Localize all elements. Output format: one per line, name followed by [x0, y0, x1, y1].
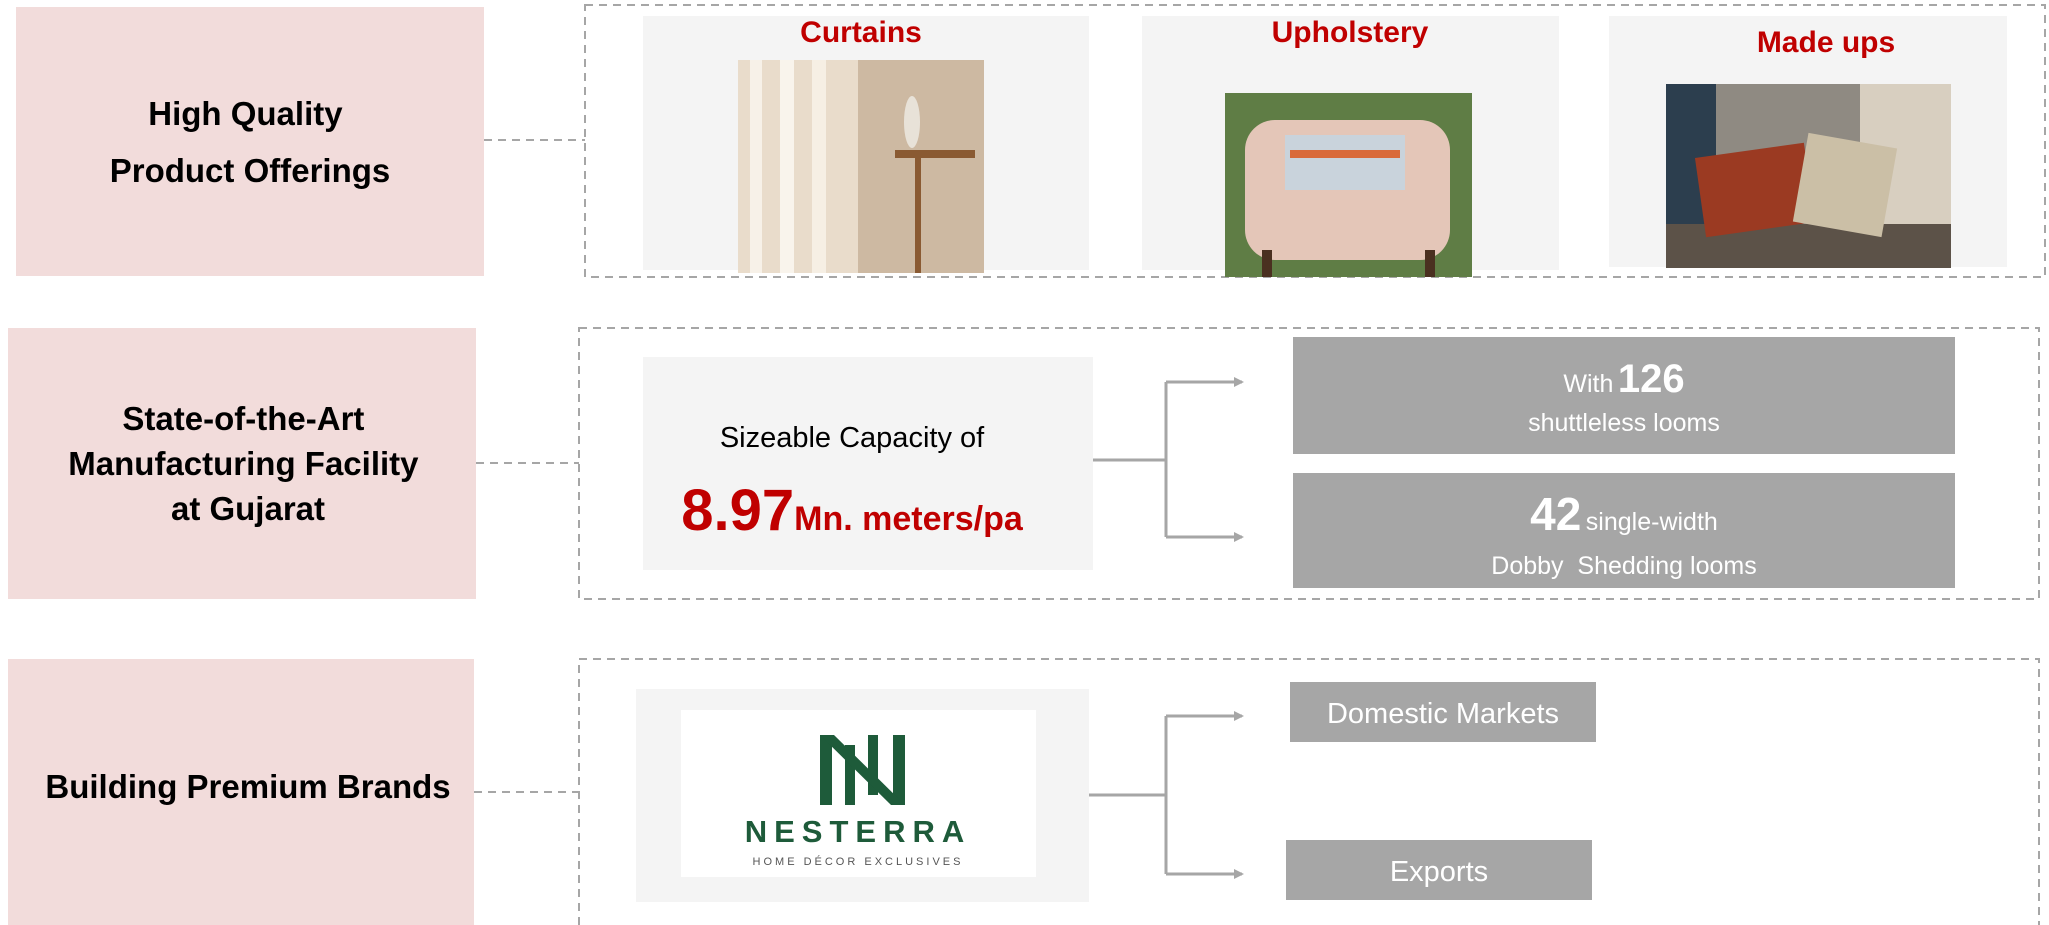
label-line: State-of-the-Art — [122, 400, 364, 437]
row-label: High Quality Product Offerings — [110, 95, 391, 189]
brand-name: NESTERRA — [745, 814, 972, 849]
fact-text: Dobby Shedding looms — [1491, 552, 1756, 580]
row-label-box — [8, 659, 474, 925]
row-label: State-of-the-Art Manufacturing Facility … — [68, 400, 427, 527]
product-title: Made ups — [1757, 26, 1895, 59]
brand-logo-box — [681, 710, 1036, 877]
capacity-caption: Sizeable Capacity of — [720, 422, 985, 454]
fact-line: With 126 — [1563, 357, 1684, 401]
fact-number: 42 — [1530, 488, 1581, 540]
label-line: at Gujarat — [171, 490, 325, 527]
market-label: Domestic Markets — [1327, 698, 1559, 730]
branch — [1089, 716, 1168, 874]
row-label: Building Premium Brands — [45, 768, 450, 805]
branch — [1093, 382, 1168, 537]
group-frame — [578, 658, 2040, 925]
market-box — [1286, 840, 1592, 900]
row-label-box — [16, 7, 484, 276]
label-line: Product Offerings — [110, 152, 391, 189]
fact-prefix: With — [1563, 370, 1613, 398]
fact-suffix: single-width — [1586, 508, 1718, 536]
capacity-unit: Mn. meters/pa — [794, 500, 1024, 538]
group-frame — [584, 4, 2046, 278]
capacity-figure: 8.97Mn. meters/pa — [681, 478, 1024, 543]
label-line: Manufacturing Facility — [68, 445, 419, 482]
brand-tagline: HOME DÉCOR EXCLUSIVES — [753, 855, 964, 868]
fact-line: 42 single-width — [1530, 488, 1718, 540]
group-frame — [578, 327, 2040, 600]
product-title: Curtains — [800, 16, 922, 49]
brand-mark — [820, 735, 905, 805]
row-label-box — [8, 328, 476, 599]
fact-number: 126 — [1618, 357, 1685, 401]
fact-box — [1293, 337, 1955, 454]
product-title: Upholstery — [1272, 16, 1429, 49]
product-image — [1666, 84, 1951, 268]
label-line: High Quality — [148, 95, 343, 132]
capacity-panel — [643, 357, 1093, 570]
capacity-value: 8.97 — [681, 478, 794, 543]
product-image — [1225, 93, 1472, 277]
fact-text: shuttleless looms — [1528, 409, 1720, 437]
fact-box — [1293, 473, 1955, 588]
market-label: Exports — [1390, 856, 1488, 888]
market-box — [1290, 682, 1596, 742]
product-image — [738, 60, 984, 273]
